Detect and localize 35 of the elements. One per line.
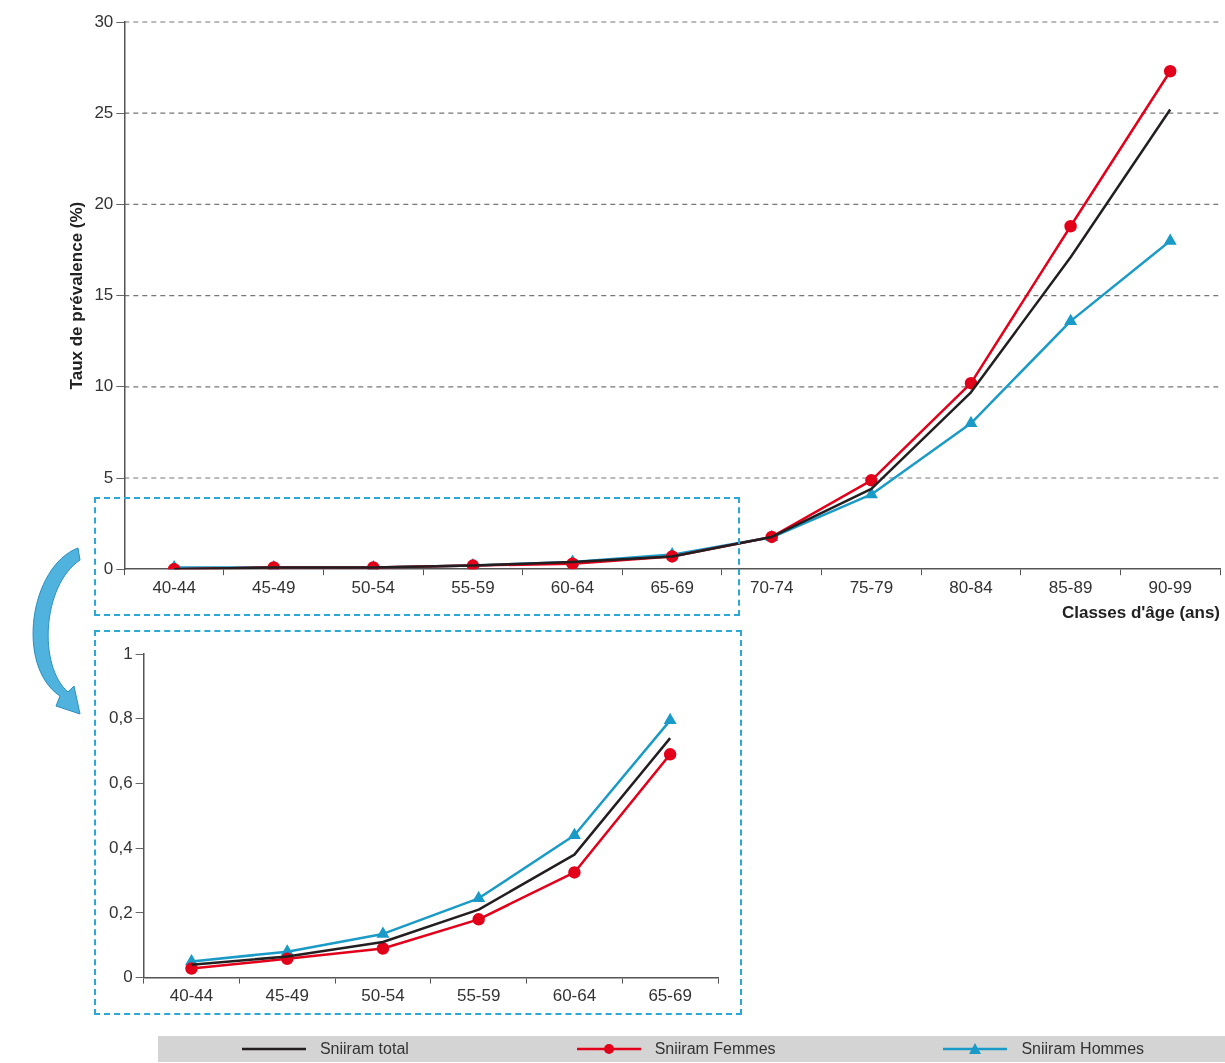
x-tick-label: 50-54 [361, 986, 405, 1006]
x-tick-label: 60-64 [552, 986, 597, 1006]
x-tick-label: 70-74 [750, 578, 794, 598]
x-tick-label: 90-99 [1148, 578, 1192, 598]
y-tick-label: 25 [94, 102, 114, 122]
y-tick-label: 30 [94, 11, 114, 31]
x-tick-label: 40-44 [152, 578, 196, 598]
x-tick-label: 85-89 [1048, 578, 1093, 598]
y-tick-label: 10 [94, 376, 114, 396]
x-tick-label: 50-54 [351, 578, 396, 598]
y-tick-label: 20 [94, 194, 114, 214]
legend-label: Sniiram Hommes [1021, 1040, 1145, 1058]
x-tick-label: 60-64 [550, 578, 595, 598]
y-tick-label: 0 [103, 558, 114, 578]
x-tick-label: 55-59 [451, 578, 495, 598]
x-tick-label: 40-44 [169, 986, 214, 1006]
y-tick-label: 0,6 [108, 773, 133, 793]
x-tick-label: 80-84 [949, 578, 993, 598]
legend-label: Sniiram Femmes [654, 1040, 776, 1058]
y-axis-title: Taux de prévalence (%) [66, 201, 86, 390]
x-tick-label: 55-59 [456, 986, 501, 1006]
y-tick-label: 5 [103, 467, 114, 487]
x-tick-label: 65-69 [650, 578, 694, 598]
x-axis-title: Classes d'âge (ans) [1061, 603, 1220, 623]
y-tick-label: 0 [123, 967, 133, 987]
y-tick-label: 0,2 [108, 902, 133, 922]
y-tick-label: 0,8 [108, 708, 133, 728]
x-tick-label: 45-49 [265, 986, 309, 1006]
x-tick-label: 45-49 [251, 578, 296, 598]
legend-label: Sniiram total [319, 1040, 409, 1058]
y-tick-label: 15 [94, 285, 114, 305]
x-tick-label: 75-79 [849, 578, 894, 598]
y-tick-label: 1 [123, 643, 133, 663]
x-tick-label: 65-69 [648, 986, 692, 1006]
y-tick-label: 0,4 [108, 837, 133, 857]
